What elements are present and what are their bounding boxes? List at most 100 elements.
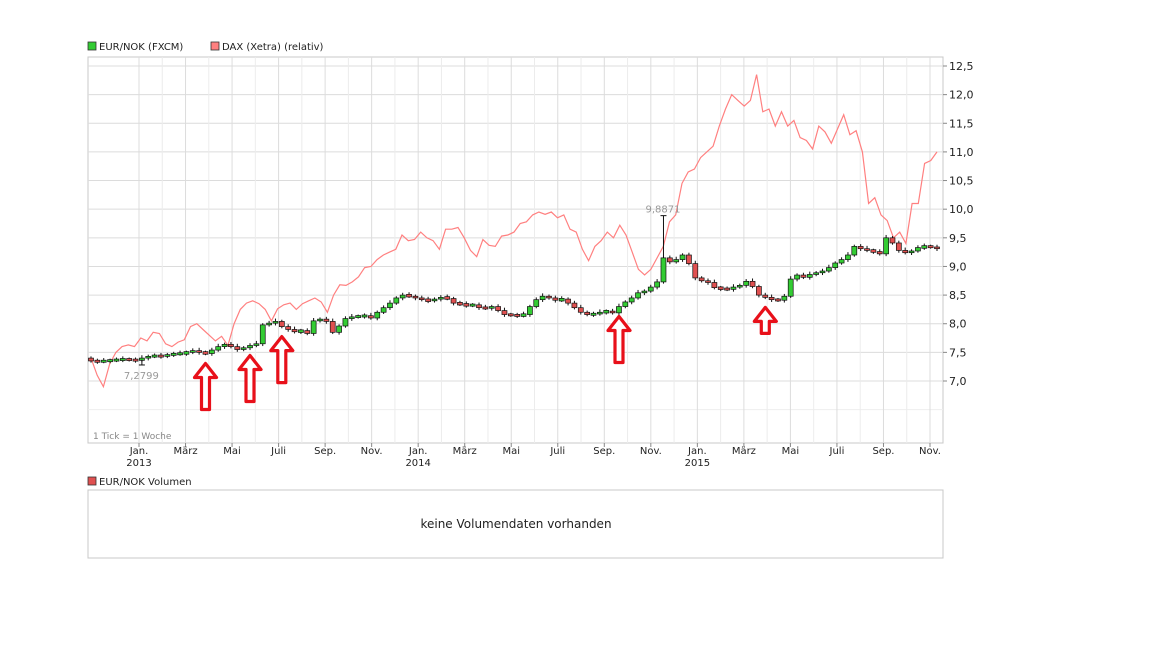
legend-swatch-eurnok	[87, 41, 97, 51]
candle-body	[908, 250, 915, 254]
y-tick-label: 9,5	[949, 232, 967, 245]
legend-swatch-dax	[210, 41, 220, 51]
candle-body	[756, 286, 762, 296]
candle-body	[762, 294, 769, 298]
candle-body	[794, 274, 800, 280]
candle-body	[437, 297, 444, 300]
x-tick-label: Sep.	[593, 446, 615, 457]
candle-body	[730, 286, 737, 290]
candle-body	[546, 295, 552, 299]
candle-body	[323, 318, 330, 322]
candle-body	[132, 358, 139, 362]
candle-body	[698, 277, 705, 282]
candle-body	[304, 330, 311, 334]
candle-body	[876, 251, 883, 255]
candle-body	[336, 325, 342, 333]
y-tick-label: 10,5	[949, 175, 974, 188]
candle-body	[864, 248, 870, 251]
candle-body	[603, 310, 610, 314]
candle-body	[781, 295, 788, 301]
candle-body	[495, 306, 501, 311]
candle-body	[145, 356, 152, 359]
y-tick-label: 7,0	[949, 375, 967, 388]
candle-body	[298, 329, 304, 333]
candle-body	[209, 349, 215, 354]
candle-body	[501, 310, 508, 315]
y-tick-label: 7,5	[949, 346, 967, 359]
candle-body	[565, 298, 571, 304]
candle-body	[476, 304, 482, 309]
annotations: 7,2799 9,8871	[124, 205, 681, 382]
candle-body	[660, 257, 667, 283]
y-tick-label: 11,5	[949, 117, 974, 130]
candle-body	[889, 237, 896, 244]
candle-body	[253, 343, 260, 346]
candle-body	[202, 351, 209, 355]
x-tick-label: Mai	[782, 446, 800, 457]
x-tick-label: März	[453, 446, 477, 457]
candle-body	[527, 306, 533, 315]
candle-body	[431, 298, 438, 302]
candle-body	[444, 296, 451, 300]
x-tick-label: Nov.	[919, 446, 941, 457]
candle-body	[736, 285, 743, 288]
volume-panel	[87, 489, 944, 559]
marker-arrow	[752, 305, 778, 335]
candle-body	[170, 352, 177, 356]
candle-body	[393, 297, 400, 304]
candle-body	[686, 254, 692, 264]
candle-body	[507, 313, 514, 317]
x-tick-label: Juli	[270, 446, 286, 457]
candle-body	[934, 246, 940, 250]
marker-arrows	[192, 305, 778, 412]
candle-body	[666, 257, 673, 263]
marker-arrow	[237, 353, 263, 404]
candle-body	[870, 249, 877, 253]
candle-body	[151, 354, 158, 358]
candle-body	[597, 311, 603, 315]
x-tick-label: März	[732, 446, 756, 457]
x-tick-label: Juli	[829, 446, 845, 457]
candle-body	[558, 298, 565, 302]
candle-body	[552, 297, 559, 301]
candle-body	[800, 274, 807, 278]
candle-body	[921, 245, 928, 249]
y-tick-label: 12,5	[949, 60, 974, 73]
candle-body	[590, 312, 597, 316]
candle-body	[247, 345, 253, 349]
legend-main: EUR/NOK (FXCM) DAX (Xetra) (relativ)	[87, 41, 324, 53]
candle-body	[215, 346, 222, 351]
candle-body	[234, 346, 241, 350]
legend-label-volume: EUR/NOK Volumen	[99, 477, 192, 488]
candle-body	[291, 329, 298, 333]
candle-body	[616, 306, 622, 314]
marker-arrow	[192, 361, 219, 412]
candle-body	[514, 314, 521, 317]
x-tick-label: Nov.	[640, 446, 662, 457]
candle-body	[571, 302, 578, 309]
candle-body	[539, 295, 546, 301]
candle-body	[158, 354, 164, 358]
candle-body	[189, 350, 196, 353]
candle-body	[749, 280, 756, 287]
candle-body	[113, 358, 120, 362]
candle-body	[450, 298, 457, 304]
x-tick-label: März	[173, 446, 197, 457]
y-tick-label: 10,0	[949, 203, 974, 216]
candle-body	[845, 254, 851, 260]
candle-body	[285, 326, 292, 330]
candle-body	[463, 303, 470, 307]
candle-body	[425, 298, 431, 302]
candle-body	[635, 292, 641, 299]
candle-body	[647, 286, 654, 292]
tick-footnote: 1 Tick = 1 Woche	[93, 432, 172, 442]
candle-body	[266, 322, 272, 326]
y-tick-label: 9,0	[949, 260, 967, 273]
candle-body	[902, 250, 909, 254]
candle-body	[94, 359, 101, 363]
legend-label-dax: DAX (Xetra) (relativ)	[222, 42, 324, 53]
candle-body	[717, 286, 724, 290]
x-tick-label: Juli	[549, 446, 565, 457]
candle-body	[399, 294, 406, 299]
